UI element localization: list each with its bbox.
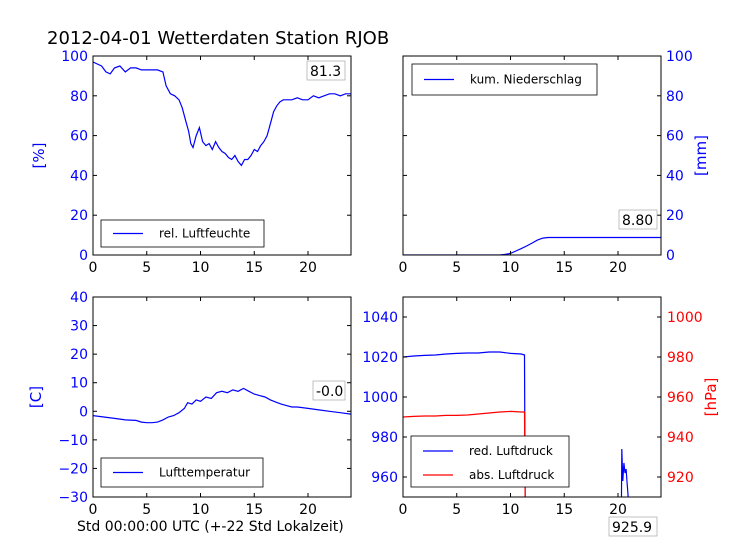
y-tick-label: 0 [79,404,88,420]
series-line-kum-niederschlag [403,236,661,255]
x-tick-label: 15 [555,502,573,518]
y-tick-label: 40 [666,168,684,184]
x-tick-label: 5 [142,502,151,518]
legend: Lufttemperatur [100,457,264,488]
y-tick-label: 1040 [362,310,398,326]
x-tick-label: 15 [245,502,263,518]
legend-label: kum. Niederschlag [470,73,582,87]
y-tick-label: −30 [58,490,88,506]
y-axis-label: [hPa] [702,378,720,417]
x-axis-caption: Std 00:00:00 UTC (+-22 Std Lokalzeit) [77,519,344,535]
x-tick-label: 0 [399,260,408,276]
y-axis-label: [mm] [692,135,710,176]
legend-label: Lufttemperatur [159,466,250,480]
x-tick-label: 20 [299,502,317,518]
last-value-box [312,380,346,401]
series-layer [403,236,661,255]
y-tick-label: 60 [70,129,88,145]
x-tick-label: 20 [299,260,317,276]
y-tick-label: 20 [666,208,684,224]
axes-frame [402,55,662,256]
legend: rel. Luftfeuchte [100,219,265,248]
last-value-label: 8.80 [622,213,653,229]
series-line-segment-1 [620,448,629,497]
y-tick-label: 40 [70,168,88,184]
x-tick-label: 0 [399,502,408,518]
x-tick-label: 10 [502,260,520,276]
last-value-box [608,516,658,537]
figure-title: 2012-04-01 Wetterdaten Station RJOB [47,28,389,49]
y-tick-label: 100 [666,49,693,65]
y2-tick-label: 980 [667,350,694,366]
y-tick-label: 30 [70,319,88,335]
y2-tick-label: 960 [667,390,694,406]
x-tick-label: 0 [89,502,98,518]
axes-frame [92,55,352,256]
x-tick-label: 5 [452,502,461,518]
y-tick-label: 10 [70,376,88,392]
y-tick-label: 20 [70,208,88,224]
series-layer [93,61,351,167]
y-tick-label: 980 [371,430,398,446]
x-tick-label: 5 [142,260,151,276]
y2-tick-label: 1000 [667,310,703,326]
x-tick-label: 20 [609,502,627,518]
x-tick-label: 10 [192,260,210,276]
x-tick-label: 0 [89,260,98,276]
last-value-label: -0.0 [316,384,343,400]
legend: red. Luftdruck abs. Luftdruck [410,435,570,488]
y-tick-label: 0 [79,248,88,264]
y-tick-label: 1020 [362,350,398,366]
subplot-1: 0 5 10 15 20 0 20 40 60 80 100 [%] rel. Luftfeuchte 8… [30,49,352,276]
series-layer [93,387,351,424]
last-value-label: 925.9 [612,520,652,536]
subplot-2: 0 5 10 15 20 0 20 40 60 80 100 [mm] kum. Niederschla… [399,49,710,276]
last-value-box [306,60,346,81]
x-tick-label: 15 [245,260,263,276]
y-tick-label: 100 [61,49,88,65]
x-tick-label: 5 [452,260,461,276]
legend: kum. Niederschlag [411,63,598,96]
legend-box [410,435,570,488]
y-axis-label: [%] [30,143,48,169]
y-tick-label: 960 [371,470,398,486]
series-line-rel-luftfeuchte [93,61,351,167]
y-tick-label: −10 [58,433,88,449]
legend-label: rel. Luftfeuchte [159,227,250,241]
y-tick-label: 40 [70,290,88,306]
y-tick-label: 20 [70,347,88,363]
series-line-red-luftdruck [403,351,526,497]
y-tick-label: 80 [70,89,88,105]
x-tick-label: 10 [192,502,210,518]
x-tick-label: 15 [555,260,573,276]
axes-frame [92,296,352,498]
y-tick-label: −20 [58,461,88,477]
subplot-3: 0 5 10 15 20 −30 −20 −10 0 10 20 30 40 [C] Lufttempera… [27,290,352,518]
legend-label: red. Luftdruck [469,444,553,458]
y2-tick-label: 940 [667,430,694,446]
legend-label: abs. Luftdruck [469,468,554,482]
y-tick-label: 0 [666,248,675,264]
last-value-label: 81.3 [310,64,341,80]
x-tick-label: 20 [609,260,627,276]
subplot-4: 0 5 10 15 20 960 980 1000 1020 1040 920 940 960 980 10… [362,296,720,537]
series-layer [403,351,629,497]
y2-tick-label: 920 [667,470,694,486]
y-tick-label: 60 [666,129,684,145]
last-value-box [618,209,658,230]
series-line-abs-luftdruck [403,410,526,497]
y-tick-label: 1000 [362,390,398,406]
x-tick-label: 10 [502,502,520,518]
series-line-lufttemperatur [93,387,351,424]
y-axis-label: [C] [27,386,45,408]
y-tick-label: 80 [666,89,684,105]
